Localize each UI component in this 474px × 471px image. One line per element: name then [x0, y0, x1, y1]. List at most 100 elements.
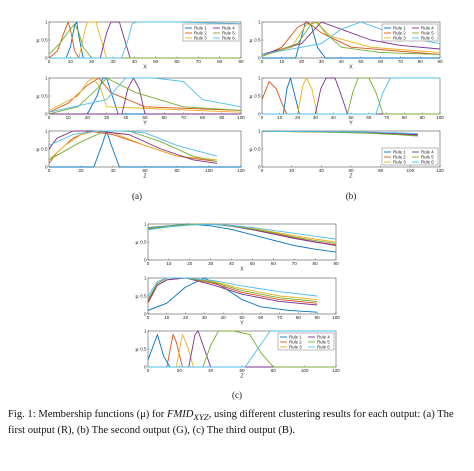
y-axis-label: μ: [37, 147, 40, 153]
y-tick-label: 1: [144, 329, 147, 334]
x-tick-label: 50: [142, 115, 148, 120]
legend-label-rule-1: Rule 1: [194, 26, 207, 31]
y-tick-label: 0.5: [140, 240, 147, 245]
x-tick-label: 70: [277, 315, 283, 320]
x-tick-label: 90: [315, 315, 321, 320]
y-tick-label: 1: [45, 76, 48, 81]
y-tick-label: 0: [45, 56, 48, 61]
y-tick-label: 1: [45, 129, 48, 134]
series-line-rule-4: [262, 77, 440, 115]
y-tick-label: 0: [45, 112, 48, 117]
x-tick-label: 30: [202, 315, 208, 320]
x-tick-label: 60: [348, 168, 354, 173]
x-tick-label: 50: [239, 315, 245, 320]
legend-label-rule-1: Rule 1: [393, 26, 406, 31]
series-line-rule-5: [262, 77, 440, 115]
caption-symbol: FMID: [166, 409, 194, 420]
y-tick-label: 1: [144, 276, 147, 281]
x-tick-label: 100: [205, 168, 213, 173]
x-tick-label: 10: [66, 115, 72, 120]
subfigure-label-a: (a): [132, 191, 142, 201]
y-axis-label: μ: [136, 294, 139, 300]
x-tick-label: 60: [258, 315, 264, 320]
x-tick-label: 40: [229, 261, 235, 266]
x-tick-label: 0: [147, 261, 150, 266]
x-tick-label: 10: [166, 261, 172, 266]
x-tick-label: 80: [402, 115, 408, 120]
x-tick-label: 0: [261, 115, 264, 120]
x-tick-label: 80: [200, 115, 206, 120]
y-tick-label: 0.5: [254, 94, 261, 99]
y-tick-label: 0.5: [41, 147, 48, 152]
x-tick-label: 30: [313, 115, 319, 120]
x-tick-label: 70: [292, 261, 298, 266]
y-axis-label: μ: [37, 94, 40, 100]
y-tick-label: 0.5: [254, 38, 261, 43]
x-tick-label: 0: [261, 168, 264, 173]
x-tick-label: 100: [406, 168, 414, 173]
x-tick-label: 50: [250, 261, 256, 266]
y-tick-label: 0.5: [254, 147, 261, 152]
y-tick-label: 0.5: [140, 294, 147, 299]
legend-label-rule-2: Rule 2: [289, 340, 302, 345]
x-axis-label: Z: [349, 174, 352, 180]
series-line-rule-5: [49, 77, 241, 115]
y-tick-label: 0: [258, 56, 261, 61]
legend-label-rule-6: Rule 6: [222, 36, 235, 41]
legend-box: [381, 23, 439, 42]
series-line-rule-6: [148, 277, 318, 297]
legend-label-rule-1: Rule 1: [289, 335, 302, 340]
legend-label-rule-5: Rule 5: [421, 31, 434, 36]
x-tick-label: 30: [110, 59, 116, 64]
x-tick-label: 10: [277, 115, 283, 120]
series-line-rule-3: [49, 21, 241, 59]
series-line-rule-4: [148, 277, 318, 306]
x-tick-label: 100: [332, 315, 340, 320]
x-tick-label: 70: [398, 59, 404, 64]
x-tick-label: 30: [104, 115, 110, 120]
legend-label-rule-5: Rule 5: [222, 31, 235, 36]
x-tick-label: 100: [436, 115, 444, 120]
legend-label-rule-2: Rule 2: [393, 31, 406, 36]
y-axis-label: μ: [37, 38, 40, 44]
x-tick-label: 80: [271, 368, 277, 373]
x-tick-label: 40: [339, 59, 345, 64]
x-tick-label: 0: [48, 115, 51, 120]
legend-label-rule-3: Rule 3: [289, 345, 302, 350]
x-tick-label: 90: [420, 115, 426, 120]
subfigure-label-b: (b): [346, 191, 357, 201]
series-line-rule-5: [148, 330, 336, 368]
legend-label-rule-4: Rule 4: [421, 26, 434, 31]
x-tick-label: 90: [333, 261, 339, 266]
x-axis-label: Z: [143, 174, 146, 180]
legend-label-rule-3: Rule 3: [393, 160, 406, 165]
x-axis-label: Y: [349, 121, 353, 127]
x-tick-label: 20: [187, 261, 193, 266]
x-tick-label: 70: [196, 59, 202, 64]
x-tick-label: 10: [164, 315, 170, 320]
legend-label-rule-1: Rule 1: [393, 150, 406, 155]
x-tick-label: 80: [296, 315, 302, 320]
x-tick-label: 20: [177, 368, 183, 373]
y-tick-label: 0.5: [140, 347, 147, 352]
legend-label-rule-2: Rule 2: [194, 31, 207, 36]
x-tick-label: 60: [174, 59, 180, 64]
x-tick-label: 40: [123, 115, 129, 120]
legend-box: [277, 332, 335, 351]
series-line-rule-4: [49, 21, 241, 59]
y-tick-label: 1: [258, 76, 261, 81]
x-tick-label: 80: [418, 59, 424, 64]
y-axis-label: μ: [250, 38, 253, 44]
y-tick-label: 1: [45, 20, 48, 25]
x-tick-label: 120: [332, 368, 340, 373]
x-tick-label: 20: [299, 59, 305, 64]
x-tick-label: 0: [261, 59, 264, 64]
series-line-rule-5: [148, 223, 336, 244]
